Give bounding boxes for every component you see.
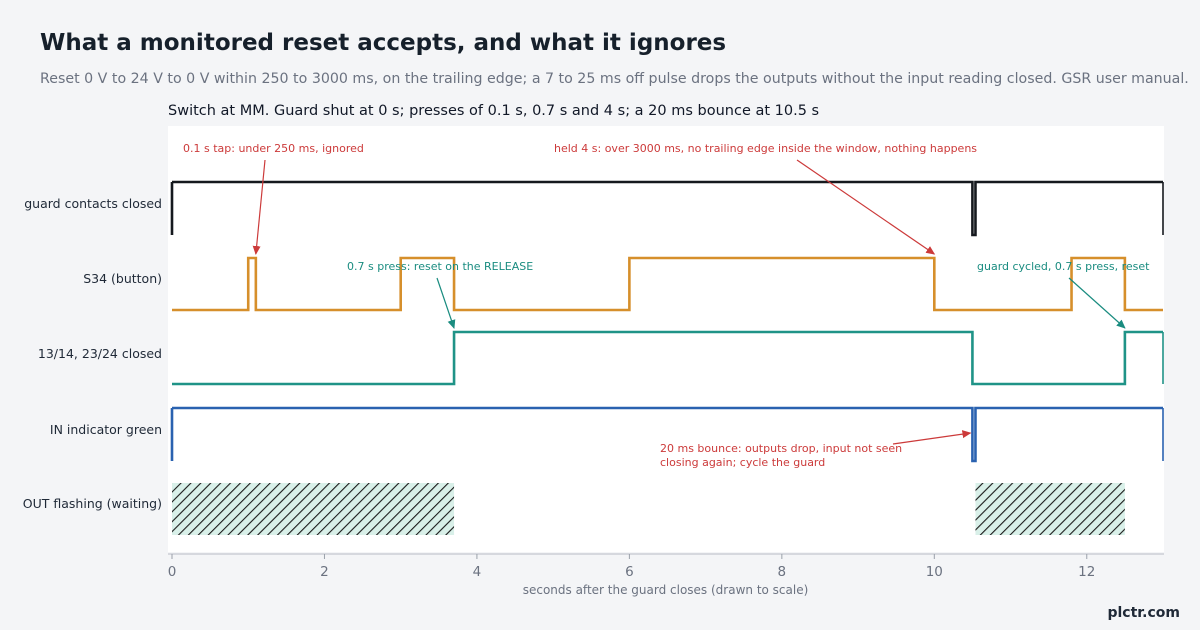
page-title: What a monitored reset accepts, and what… <box>40 30 727 56</box>
x-tick-label: 0 <box>168 564 177 580</box>
signal-trace <box>172 256 1163 312</box>
annotation-text: closing again; cycle the guard <box>660 456 825 469</box>
x-tick-label: 12 <box>1078 564 1095 580</box>
annotation-arrow <box>252 159 266 255</box>
annotation-text: guard cycled, 0.7 s press, reset <box>977 260 1150 273</box>
signal-trace <box>172 330 1163 386</box>
annotation-text: 0.7 s press: reset on the RELEASE <box>347 260 533 273</box>
waiting-interval <box>172 483 455 535</box>
signal-label: 13/14, 23/24 closed <box>38 346 162 361</box>
signal-label: OUT flashing (waiting) <box>23 496 162 511</box>
chart-caption: Switch at MM. Guard shut at 0 s; presses… <box>168 103 820 119</box>
annotation-text: 20 ms bounce: outputs drop, input not se… <box>660 442 902 455</box>
waiting-interval <box>975 483 1125 535</box>
annotation-text: held 4 s: over 3000 ms, no trailing edge… <box>554 142 977 155</box>
x-tick-label: 4 <box>473 564 482 580</box>
x-tick-label: 8 <box>778 564 787 580</box>
plot-area <box>168 126 1164 552</box>
x-axis-title: seconds after the guard closes (drawn to… <box>523 583 809 597</box>
signal-trace <box>172 180 1163 237</box>
signal-label: IN indicator green <box>50 422 162 437</box>
annotation-arrow <box>436 277 456 329</box>
annotation-text: 0.1 s tap: under 250 ms, ignored <box>183 142 364 155</box>
x-tick-label: 10 <box>926 564 943 580</box>
annotation-arrow <box>1068 277 1126 329</box>
signal-label: guard contacts closed <box>24 196 162 211</box>
annotation-arrow <box>892 430 972 445</box>
annotation-arrow <box>796 159 936 255</box>
page-subtitle: Reset 0 V to 24 V to 0 V within 250 to 3… <box>40 71 1189 87</box>
signal-trace <box>172 406 1163 463</box>
x-tick-label: 2 <box>320 564 329 580</box>
brand-logo: plctr.com <box>1107 605 1180 621</box>
signal-label: S34 (button) <box>83 271 162 286</box>
x-tick-label: 6 <box>625 564 634 580</box>
